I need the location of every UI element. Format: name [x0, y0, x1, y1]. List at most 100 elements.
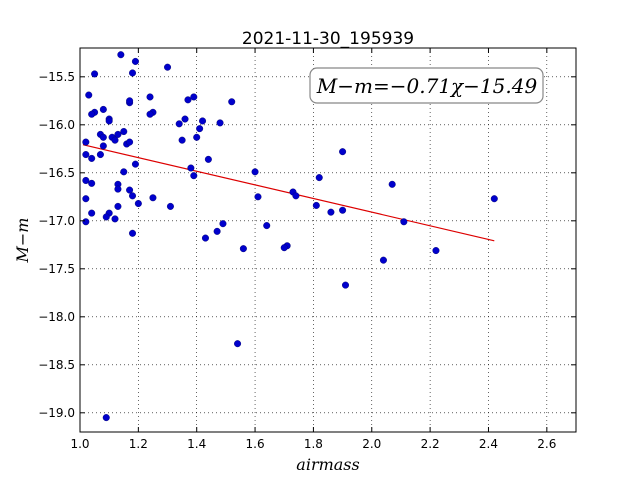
data-points	[82, 51, 498, 422]
x-tick-label: 1.2	[129, 437, 148, 451]
data-point	[312, 201, 320, 209]
data-point	[85, 91, 93, 99]
data-point	[166, 202, 174, 210]
data-point	[342, 281, 350, 289]
y-tick-label: −16.5	[38, 166, 75, 180]
data-point	[102, 213, 110, 221]
x-tick-label: 2.2	[421, 437, 440, 451]
x-tick-label: 1.8	[304, 437, 323, 451]
grid	[80, 48, 576, 432]
data-point	[114, 130, 122, 138]
data-point	[251, 168, 259, 176]
chart-title: 2021-11-30_195939	[242, 29, 414, 49]
data-point	[196, 125, 204, 133]
data-point	[82, 138, 90, 146]
data-point	[99, 142, 107, 150]
data-point	[114, 185, 122, 193]
data-point	[102, 414, 110, 422]
data-point	[292, 192, 300, 200]
data-point	[187, 164, 195, 172]
data-point	[146, 110, 154, 118]
data-point	[129, 69, 137, 77]
data-point	[178, 136, 186, 144]
data-point	[193, 133, 201, 141]
data-point	[388, 180, 396, 188]
fit-equation: M−m=−0.71χ−15.49	[316, 74, 538, 98]
data-point	[339, 148, 347, 156]
data-point	[126, 97, 134, 105]
data-point	[201, 234, 209, 242]
annotation-frame	[309, 67, 544, 104]
data-point	[126, 186, 134, 194]
y-tick-label: −17.5	[38, 262, 75, 276]
data-point	[88, 179, 96, 187]
data-point	[175, 120, 183, 128]
data-point	[239, 245, 247, 253]
axis-ticks: 1.0 1.2 1.4 1.6 1.8 2.0 2.2 2.4 2.6 −15.5 −16.0 −16…	[38, 48, 576, 451]
x-tick-label: 1.0	[70, 437, 89, 451]
data-point	[91, 70, 99, 78]
y-tick-label: −18.0	[38, 310, 75, 324]
data-point	[146, 93, 154, 101]
data-point	[105, 117, 113, 125]
data-point	[88, 209, 96, 217]
data-point	[204, 155, 212, 163]
data-point	[190, 93, 198, 101]
data-point	[129, 192, 137, 200]
data-point	[181, 115, 189, 123]
fit-annotation-box: M−m=−0.71χ−15.49	[309, 67, 544, 104]
data-point	[213, 227, 221, 235]
x-tick-label: 2.4	[479, 437, 498, 451]
fit-line	[82, 144, 495, 242]
data-point	[432, 247, 440, 255]
data-point	[219, 220, 227, 228]
data-point	[234, 340, 242, 348]
data-point	[400, 218, 408, 226]
data-point	[216, 119, 224, 127]
data-point	[339, 206, 347, 214]
y-tick-label: −15.5	[38, 70, 75, 84]
data-point	[120, 168, 128, 176]
data-point	[254, 193, 262, 201]
data-point	[131, 160, 139, 168]
data-point	[228, 98, 236, 106]
y-axis-label: M−m	[13, 218, 32, 264]
data-point	[379, 256, 387, 264]
data-point	[111, 136, 119, 144]
data-point	[280, 244, 288, 252]
plot-frame	[79, 47, 577, 433]
fit-line-layer	[82, 144, 495, 242]
data-point	[120, 128, 128, 136]
data-point	[134, 200, 142, 208]
x-tick-label: 1.4	[187, 437, 206, 451]
data-point	[88, 110, 96, 118]
data-point	[490, 195, 498, 203]
x-tick-label: 2.6	[537, 437, 556, 451]
data-point	[149, 194, 157, 202]
data-point	[96, 151, 104, 159]
data-point	[131, 57, 139, 65]
data-point	[199, 117, 207, 125]
data-point	[82, 195, 90, 203]
x-axis-label: airmass	[296, 455, 359, 474]
x-tick-label: 1.6	[246, 437, 265, 451]
data-point	[129, 229, 137, 237]
data-point	[327, 208, 335, 216]
data-point	[315, 174, 323, 182]
y-tick-label: −18.5	[38, 358, 75, 372]
y-tick-label: −16.0	[38, 118, 75, 132]
x-tick-label: 2.0	[362, 437, 381, 451]
data-point	[82, 218, 90, 226]
y-tick-label: −17.0	[38, 214, 75, 228]
data-point	[126, 138, 134, 146]
data-point	[184, 96, 192, 104]
data-point	[190, 172, 198, 180]
data-point	[164, 63, 172, 71]
data-point	[88, 154, 96, 162]
data-point	[82, 176, 90, 184]
data-point	[114, 202, 122, 210]
data-point	[82, 151, 90, 159]
data-point	[263, 222, 271, 230]
data-point	[99, 133, 107, 141]
